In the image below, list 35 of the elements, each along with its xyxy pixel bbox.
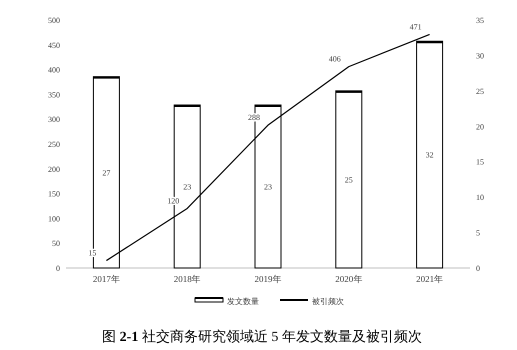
y2-tick-label: 0: [476, 264, 480, 273]
y2-tick-label: 5: [476, 228, 480, 238]
y2-tick-label: 30: [476, 51, 484, 60]
x-tick-label: 2021年: [416, 274, 444, 284]
y2-tick-label: 35: [476, 16, 484, 25]
x-tick-label: 2020年: [335, 274, 362, 284]
text: 图 2-1 社交商务研究领域近 5 年发文数量及被引频次: [102, 329, 422, 345]
y-tick-label: 500: [48, 16, 60, 25]
y2-tick-label: 20: [476, 122, 484, 132]
data-label: 25: [344, 175, 353, 184]
y2-tick-label: 10: [476, 193, 484, 202]
bar: [335, 90, 362, 268]
y-tick-label: 450: [48, 40, 60, 50]
y2-tick-label: 15: [476, 158, 484, 167]
y-tick-label: 150: [48, 190, 60, 199]
y-tick-label: 200: [48, 164, 60, 174]
legend-label: 被引频次: [312, 297, 344, 306]
x-tick-label: 2018年: [174, 274, 201, 284]
x-tick-label: 2017年: [92, 274, 120, 284]
data-label: 406: [328, 54, 341, 64]
x-tick-label: 2019年: [254, 274, 282, 284]
y-tick-label: 250: [48, 140, 60, 149]
y-tick-label: 100: [48, 214, 60, 224]
y-tick-label: 0: [56, 264, 60, 273]
data-label: 471: [410, 22, 422, 32]
y-tick-label: 350: [48, 90, 60, 100]
data-label: 23: [264, 182, 272, 192]
y-tick-label: 400: [48, 66, 60, 75]
legend-label: 发文数量: [227, 297, 259, 306]
data-label: 23: [183, 182, 192, 192]
y-tick-label: 300: [48, 115, 60, 124]
y2-tick-label: 25: [476, 86, 484, 96]
data-label: 27: [102, 168, 110, 178]
y-tick-label: 50: [52, 239, 60, 248]
data-label: 32: [426, 150, 434, 160]
